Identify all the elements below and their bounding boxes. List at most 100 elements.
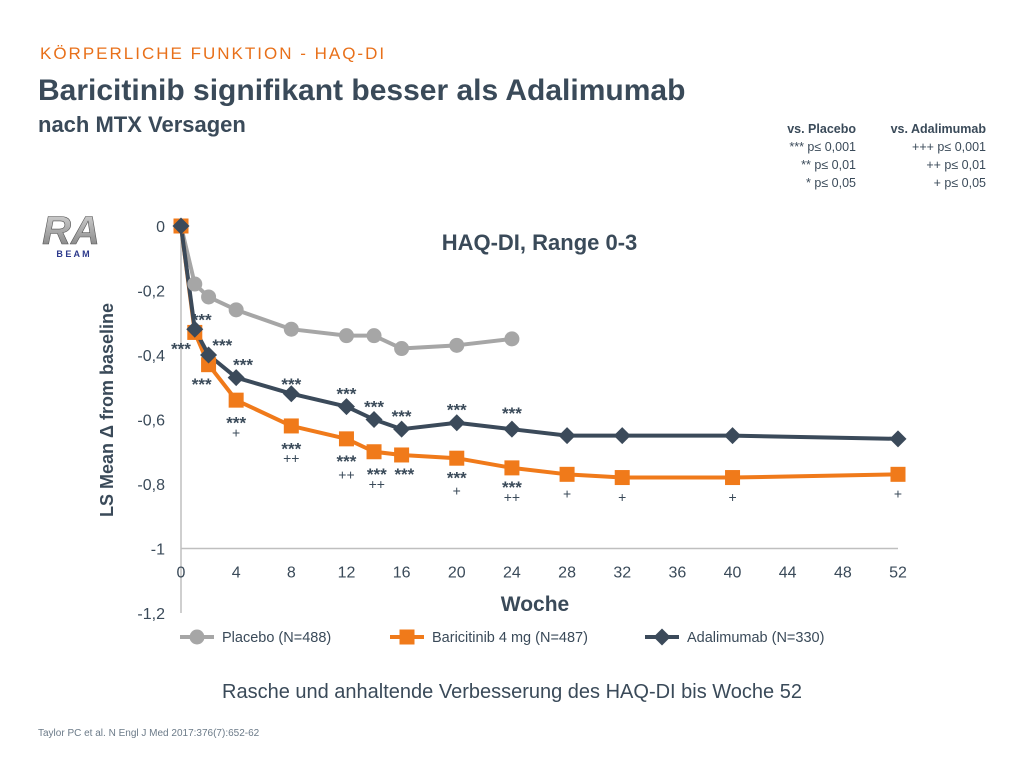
data-point-baricitinib: [283, 418, 299, 434]
data-point-adalimumab: [724, 427, 742, 445]
section-overline: KÖRPERLICHE FUNKTION - HAQ-DI: [40, 44, 387, 63]
x-tick-label: 24: [503, 565, 521, 582]
significance-annotation: ***: [337, 452, 357, 471]
y-tick-label: 0: [156, 219, 165, 236]
x-tick-label: 28: [558, 565, 576, 582]
significance-annotation: ***: [392, 407, 412, 426]
significance-annotation: ***: [192, 375, 212, 394]
significance-annotation: ***: [394, 465, 414, 484]
y-tick-label: -0,2: [137, 284, 165, 301]
slide-title: Baricitinib signifikant besser als Adali…: [38, 74, 686, 107]
x-tick-label: 52: [889, 565, 907, 582]
data-point-adalimumab: [337, 398, 355, 416]
y-tick-label: -0,4: [137, 348, 165, 365]
ra-beam-logo: RA B E A M: [42, 209, 100, 259]
y-tick-label: -1,2: [137, 606, 165, 623]
legend-marker-baricitinib: [399, 629, 415, 645]
data-point-adalimumab: [365, 411, 383, 428]
data-point-placebo: [449, 337, 465, 353]
significance-annotation: ***: [192, 310, 212, 329]
data-point-adalimumab: [282, 385, 300, 403]
data-point-adalimumab: [186, 320, 204, 338]
legend-marker-placebo: [189, 629, 205, 645]
data-point-baricitinib: [890, 466, 906, 482]
data-point-adalimumab: [613, 427, 631, 445]
significance-annotation: +: [728, 489, 736, 505]
significance-annotation: +: [453, 482, 461, 498]
data-point-baricitinib: [394, 447, 410, 463]
significance-annotation: ***: [364, 397, 384, 416]
legend-label-placebo: Placebo (N=488): [222, 630, 331, 646]
x-tick-label: 4: [232, 565, 241, 582]
y-axis-title: LS Mean Δ from baseline: [97, 303, 117, 517]
significance-annotation: ***: [281, 439, 301, 458]
significance-line: +++ p≤ 0,001: [912, 140, 986, 154]
data-point-baricitinib: [366, 444, 382, 460]
logo-letters: RA: [42, 209, 100, 253]
series-line-placebo: [179, 225, 513, 351]
significance-annotation: ***: [447, 468, 467, 487]
x-axis-title: Woche: [501, 593, 569, 616]
y-tick-label: -0,8: [137, 477, 165, 494]
significance-annotation: ***: [367, 465, 387, 484]
data-point-baricitinib: [228, 392, 244, 408]
significance-annotation: ++: [504, 489, 520, 505]
data-point-placebo: [283, 321, 299, 337]
significance-annotation: ***: [502, 478, 522, 497]
x-tick-label: 48: [834, 565, 852, 582]
significance-line: + p≤ 0,05: [933, 176, 986, 190]
data-point-adalimumab: [200, 346, 218, 364]
data-point-adalimumab: [172, 217, 190, 235]
chart-caption: Rasche und anhaltende Verbesserung des H…: [222, 681, 802, 703]
legend-label-baricitinib: Baricitinib 4 mg (N=487): [432, 630, 588, 646]
data-point-baricitinib: [504, 460, 520, 476]
x-tick-label: 32: [613, 565, 631, 582]
significance-annotation: +: [618, 489, 626, 505]
data-point-baricitinib: [725, 470, 741, 486]
legend-marker-adalimumab: [653, 628, 671, 646]
data-point-adalimumab: [448, 414, 466, 432]
data-point-baricitinib: [614, 470, 630, 486]
x-tick-label: 16: [393, 565, 411, 582]
significance-annotation: ***: [233, 355, 253, 374]
data-point-baricitinib: [201, 357, 217, 373]
significance-line: ++ p≤ 0,01: [926, 158, 986, 172]
significance-annotation: +: [894, 486, 902, 502]
significance-annotation: +: [232, 424, 240, 440]
significance-line: *** p≤ 0,001: [789, 140, 856, 154]
significance-annotation: +: [563, 486, 571, 502]
significance-annotation: ++: [338, 466, 354, 482]
significance-annotation: ***: [281, 375, 301, 394]
data-point-adalimumab: [558, 427, 576, 445]
significance-annotation: ***: [447, 401, 467, 420]
data-point-placebo: [201, 289, 217, 305]
significance-line: * p≤ 0,05: [806, 176, 856, 190]
significance-heading: vs. Adalimumab: [890, 122, 986, 136]
y-tick-label: -1: [151, 542, 165, 559]
significance-annotation: ***: [337, 384, 357, 403]
significance-annotation: ++: [369, 476, 385, 492]
data-point-placebo: [504, 331, 520, 347]
data-point-placebo: [366, 328, 382, 344]
data-point-placebo: [187, 276, 203, 292]
significance-annotation: ++: [283, 450, 299, 466]
data-point-adalimumab: [889, 430, 907, 448]
significance-annotation: ***: [212, 336, 232, 355]
significance-annotation: ***: [226, 414, 246, 433]
x-tick-label: 44: [779, 565, 797, 582]
significance-legend-placebo: vs. Placebo *** p≤ 0,001 ** p≤ 0,01 * p≤…: [735, 120, 856, 192]
significance-annotation: ***: [502, 404, 522, 423]
data-point-adalimumab: [503, 420, 521, 438]
data-point-placebo: [394, 341, 410, 357]
significance-annotation: ***: [171, 339, 191, 358]
data-point-adalimumab: [393, 420, 411, 438]
x-tick-label: 20: [448, 565, 466, 582]
legend-label-adalimumab: Adalimumab (N=330): [687, 630, 824, 646]
y-tick-label: -0,6: [137, 413, 165, 430]
x-tick-label: 36: [668, 565, 686, 582]
significance-legend-adalimumab: vs. Adalimumab +++ p≤ 0,001 ++ p≤ 0,01 +…: [860, 120, 986, 192]
data-point-adalimumab: [227, 369, 245, 387]
chart-title: HAQ-DI, Range 0-3: [442, 230, 638, 255]
data-point-placebo: [338, 328, 354, 344]
